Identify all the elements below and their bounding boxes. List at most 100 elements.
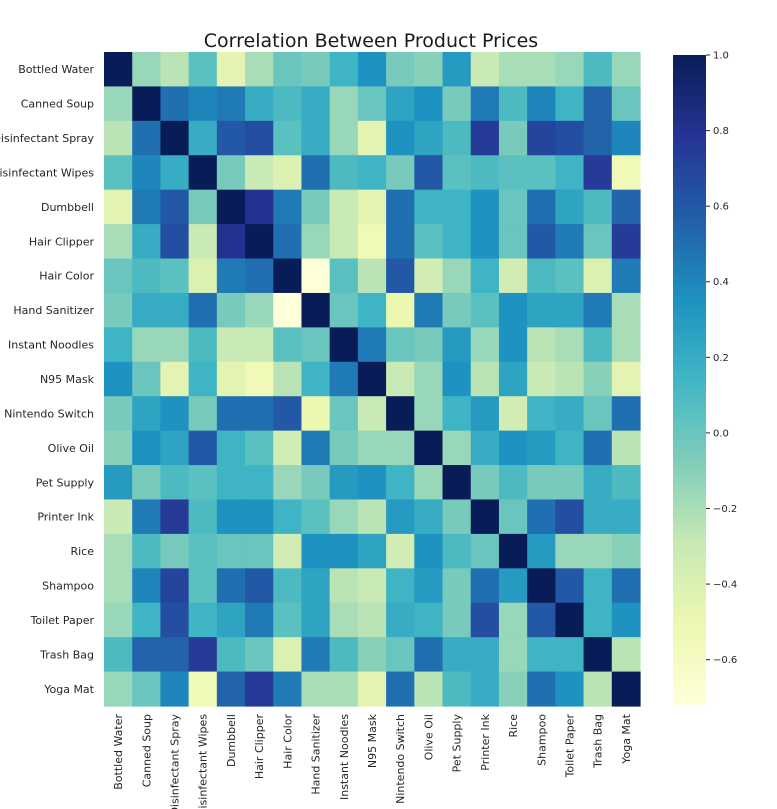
heatmap-cell (470, 396, 500, 432)
heatmap-cell (216, 671, 246, 707)
y-tick-label: Trash Bag (39, 648, 94, 661)
heatmap-cell (273, 430, 303, 466)
heatmap-cell (357, 533, 387, 569)
heatmap-cell (470, 602, 500, 638)
heatmap-cell (216, 292, 246, 328)
heatmap-cell (301, 86, 331, 122)
heatmap-cell (301, 602, 331, 638)
heatmap-cell (386, 430, 415, 466)
heatmap-cell (188, 86, 218, 122)
heatmap-cell (104, 602, 133, 638)
heatmap-cell (442, 155, 472, 191)
heatmap-cell (527, 52, 556, 88)
heatmap-cell (245, 396, 274, 432)
heatmap-cell (132, 52, 162, 88)
heatmap-cell (160, 52, 190, 88)
heatmap-cell (273, 568, 303, 604)
heatmap-cell (442, 327, 472, 363)
heatmap-cell (470, 86, 500, 122)
heatmap-cell (498, 430, 528, 466)
heatmap-cell (329, 430, 359, 466)
chart-title: Correlation Between Product Prices (204, 30, 538, 52)
heatmap-cell (104, 155, 133, 191)
heatmap-cell (301, 120, 331, 156)
heatmap-cell (329, 499, 359, 535)
heatmap-cell (273, 292, 303, 328)
heatmap-cell (498, 327, 528, 363)
heatmap-cell (555, 396, 585, 432)
heatmap-cell (245, 327, 274, 363)
heatmap-cell (414, 568, 444, 604)
heatmap-cell (470, 189, 500, 225)
heatmap-cell (498, 258, 528, 294)
heatmap-cell (357, 396, 387, 432)
heatmap-cell (470, 224, 500, 260)
heatmap-cell (216, 52, 246, 88)
heatmap-cell (104, 258, 133, 294)
heatmap-cell (273, 465, 303, 501)
heatmap-cell (104, 396, 133, 432)
heatmap-cell (555, 327, 585, 363)
heatmap-cell (498, 361, 528, 397)
heatmap-cell (414, 327, 444, 363)
heatmap-cell (555, 568, 585, 604)
heatmap-cell (132, 396, 162, 432)
heatmap-cell (442, 499, 472, 535)
heatmap-cell (273, 361, 303, 397)
heatmap-cell (273, 327, 303, 363)
heatmap-cell (104, 120, 133, 156)
heatmap-cell (555, 120, 585, 156)
heatmap-cell (245, 637, 274, 673)
heatmap-cell (301, 396, 331, 432)
heatmap-cell (301, 499, 331, 535)
heatmap-cell (498, 52, 528, 88)
heatmap-cell (583, 602, 613, 638)
heatmap-cell (555, 533, 585, 569)
heatmap-cell (442, 430, 472, 466)
heatmap-cell (555, 361, 585, 397)
heatmap-cell (470, 533, 500, 569)
heatmap-cell (414, 430, 444, 466)
heatmap-cell (527, 327, 556, 363)
heatmap-cell (414, 637, 444, 673)
heatmap-cell (386, 499, 415, 535)
heatmap-cell (386, 327, 415, 363)
y-tick-label: Canned Soup (21, 98, 94, 111)
heatmap-cell (555, 602, 585, 638)
heatmap-cell (386, 533, 415, 569)
colorbar-tick-label: 0.8 (713, 126, 729, 137)
heatmap-cell (188, 52, 218, 88)
heatmap-cell (329, 465, 359, 501)
heatmap-cell (470, 258, 500, 294)
y-tick-label: N95 Mask (40, 373, 95, 386)
heatmap-cell (329, 189, 359, 225)
x-tick-label: Bottled Water (112, 714, 125, 790)
y-tick-label: Pet Supply (36, 476, 95, 489)
heatmap-cell (160, 637, 190, 673)
heatmap-cell (442, 52, 472, 88)
heatmap-cell (357, 637, 387, 673)
heatmap-cell (527, 258, 556, 294)
heatmap-cell (527, 224, 556, 260)
heatmap-cell (301, 189, 331, 225)
heatmap-cell (188, 533, 218, 569)
heatmap-cell (216, 361, 246, 397)
heatmap-cell (527, 86, 556, 122)
heatmap-cell (442, 568, 472, 604)
x-tick-label: Instant Noodles (338, 714, 351, 800)
heatmap-cell (527, 361, 556, 397)
y-tick-label: Bottled Water (18, 63, 94, 76)
heatmap-cell (498, 499, 528, 535)
heatmap-cell (188, 120, 218, 156)
heatmap-cell (216, 602, 246, 638)
heatmap-cell (160, 602, 190, 638)
heatmap-cell (470, 292, 500, 328)
heatmap-cell (104, 465, 133, 501)
heatmap-cell (160, 155, 190, 191)
heatmap-cell (132, 155, 162, 191)
heatmap-cell (329, 533, 359, 569)
heatmap-cell (132, 292, 162, 328)
heatmap-cell (527, 602, 556, 638)
heatmap-cell (245, 292, 274, 328)
heatmap-cell (527, 671, 556, 707)
